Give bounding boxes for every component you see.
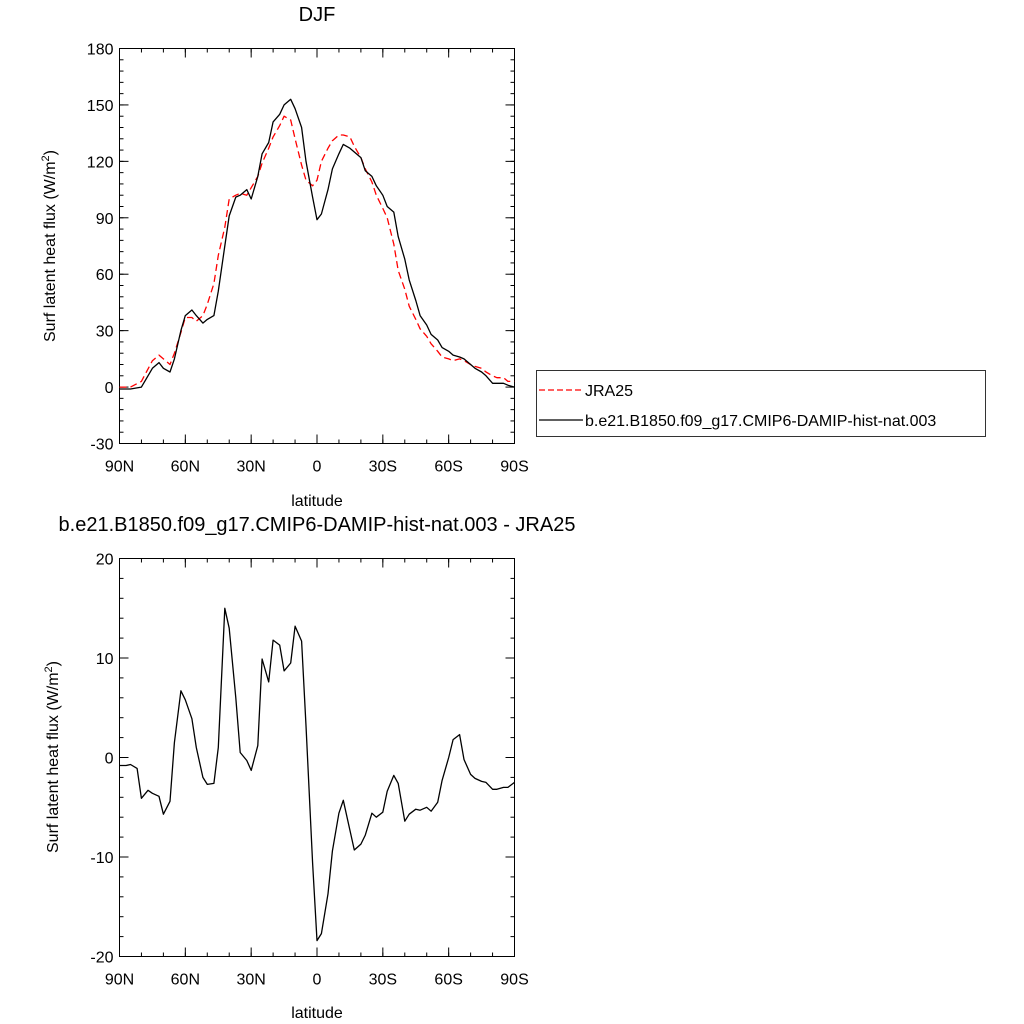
top-series-line-jra25 <box>119 115 515 388</box>
top-chart-panel: DJF -30 0 30 60 90 120 150 180 90N 60N 30N 0 30S 60S… <box>40 4 529 510</box>
top-x-axis-label: latitude <box>291 493 343 510</box>
legend-label-model: b.e21.B1850.f09_g17.CMIP6-DAMIP-hist-nat… <box>585 413 936 430</box>
top-y-tick-label: 90 <box>96 211 114 228</box>
top-y-tick-label: -30 <box>90 437 113 454</box>
top-x-tick-label: 60S <box>434 459 462 476</box>
top-y-tick-label: 30 <box>96 324 114 341</box>
top-x-tick-label: 30N <box>236 459 265 476</box>
top-x-tick-label: 60N <box>171 459 200 476</box>
bottom-series-group <box>119 607 515 942</box>
bottom-y-axis: -20 -10 0 10 20 <box>90 552 515 967</box>
bottom-x-tick-label: 0 <box>313 972 322 989</box>
bottom-x-axis-label: latitude <box>291 1005 343 1022</box>
top-y-tick-label: 0 <box>105 380 114 397</box>
bottom-y-tick-label: 0 <box>105 751 114 768</box>
bottom-y-tick-label: -10 <box>90 850 113 867</box>
bottom-y-axis-label-close: ) <box>45 661 62 666</box>
top-series-line-model <box>119 98 515 390</box>
top-y-axis-label-sup: 2 <box>40 155 52 161</box>
top-x-tick-label: 0 <box>313 459 322 476</box>
bottom-x-tick-label: 60N <box>171 972 200 989</box>
top-y-tick-label: 180 <box>87 42 114 59</box>
legend-label-jra25: JRA25 <box>585 383 633 400</box>
top-plot-frame <box>119 48 515 444</box>
top-x-tick-label: 90S <box>500 459 528 476</box>
bottom-y-axis-label-sup: 2 <box>43 666 55 672</box>
bottom-y-tick-label: -20 <box>90 950 113 967</box>
top-x-tick-label: 90N <box>105 459 134 476</box>
bottom-chart-title: b.e21.B1850.f09_g17.CMIP6-DAMIP-hist-nat… <box>59 514 576 536</box>
top-y-axis-label: Surf latent heat flux (W/m2) <box>40 150 59 342</box>
top-y-axis-label-main: Surf latent heat flux (W/m <box>42 161 59 342</box>
top-y-tick-label: 150 <box>87 98 114 115</box>
legend-box <box>536 370 986 437</box>
bottom-y-axis-label-main: Surf latent heat flux (W/m <box>45 672 62 853</box>
bottom-x-tick-label: 90S <box>500 972 528 989</box>
bottom-series-line-model <box>119 607 515 942</box>
top-y-tick-label: 60 <box>96 267 114 284</box>
bottom-y-tick-label: 10 <box>96 651 114 668</box>
top-x-axis: 90N 60N 30N 0 30S 60S 90S <box>105 48 529 476</box>
bottom-y-axis-label: Surf latent heat flux (W/m2) <box>43 661 62 853</box>
bottom-chart-panel: b.e21.B1850.f09_g17.CMIP6-DAMIP-hist-nat… <box>43 514 575 1022</box>
bottom-x-tick-label: 30N <box>236 972 265 989</box>
bottom-y-tick-label: 20 <box>96 552 114 569</box>
legend: JRA25 b.e21.B1850.f09_g17.CMIP6-DAMIP-hi… <box>536 370 986 437</box>
top-y-tick-label: 120 <box>87 154 114 171</box>
bottom-x-tick-label: 90N <box>105 972 134 989</box>
top-chart-title: DJF <box>299 4 336 26</box>
top-x-tick-label: 30S <box>369 459 397 476</box>
top-series-group <box>119 98 515 390</box>
bottom-x-tick-label: 60S <box>434 972 462 989</box>
bottom-plot-frame <box>119 558 515 957</box>
top-y-axis-label-close: ) <box>42 150 59 155</box>
bottom-x-tick-label: 30S <box>369 972 397 989</box>
bottom-x-axis: 90N 60N 30N 0 30S 60S 90S <box>105 558 529 989</box>
top-y-axis: -30 0 30 60 90 120 150 180 <box>87 42 515 454</box>
